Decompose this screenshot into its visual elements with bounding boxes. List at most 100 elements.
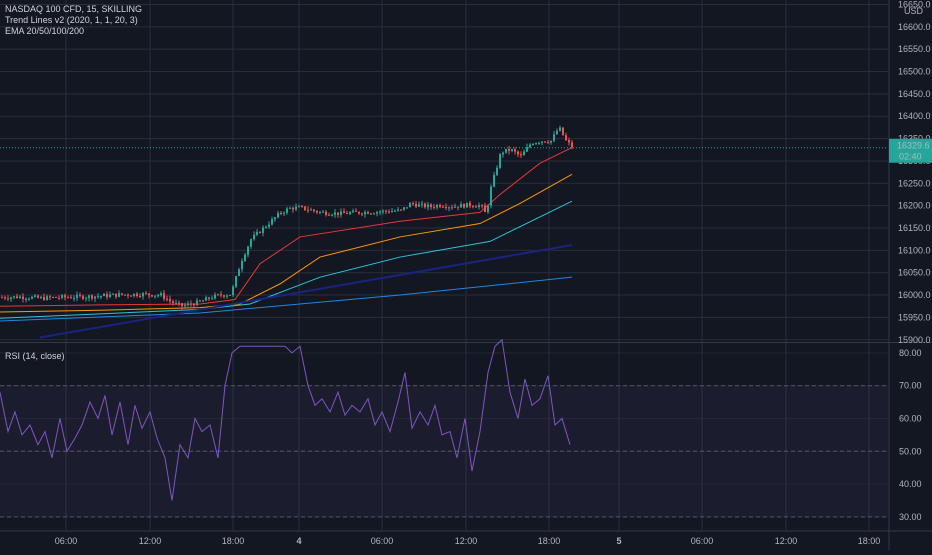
candle-body [562, 127, 564, 136]
candle-body [91, 295, 93, 299]
candle-body [127, 294, 129, 296]
candle-body [289, 207, 291, 209]
candle-body [13, 296, 15, 298]
candle-body [1, 297, 3, 299]
candle-body [388, 211, 390, 213]
candle-body [220, 294, 222, 296]
candle-body [442, 206, 444, 208]
time-tick-label: 4 [296, 536, 301, 546]
rsi-tick-label: 70.00 [899, 381, 922, 391]
legend-trend-lines[interactable]: Trend Lines v2 (2020, 1, 1, 20, 3) [5, 15, 138, 25]
candle-body [244, 254, 246, 261]
candle-body [436, 205, 438, 208]
candle-body [349, 212, 351, 215]
legend: NASDAQ 100 CFD, 15, SKILLING Trend Lines… [5, 4, 142, 37]
candle-body [253, 234, 255, 240]
series-line [0, 200, 573, 319]
candle-body [235, 276, 237, 287]
rsi-tick-label: 60.00 [899, 413, 922, 423]
candle-body [337, 212, 339, 215]
candle-body [325, 211, 327, 215]
candle-body [352, 210, 354, 213]
candle-body [487, 205, 489, 213]
time-tick-label: 18:00 [858, 536, 881, 546]
candle-body [331, 214, 333, 216]
candle-body [16, 296, 18, 299]
candle-body [85, 297, 87, 299]
candle-body [163, 293, 165, 299]
candle-body [205, 297, 207, 301]
candle-body [241, 260, 243, 270]
candle-body [310, 209, 312, 211]
candle-body [40, 296, 42, 298]
candle-body [301, 206, 303, 208]
candle-body [460, 203, 462, 208]
time-tick-label: 12:00 [139, 536, 162, 546]
candle-body [148, 293, 150, 296]
time-tick-label: 06:00 [55, 536, 78, 546]
rsi-legend[interactable]: RSI (14, close) [5, 351, 65, 361]
candle-body [94, 296, 96, 299]
candle-body [457, 206, 459, 208]
candle-body [178, 302, 180, 304]
legend-symbol[interactable]: NASDAQ 100 CFD, 15, SKILLING [5, 4, 143, 14]
candle-body [355, 210, 357, 212]
candle-body [259, 231, 261, 233]
candle-body [22, 296, 24, 299]
candle-body [76, 294, 78, 299]
candle-body [496, 167, 498, 175]
candle-body [328, 214, 330, 216]
candle-body [199, 300, 201, 302]
candle-body [193, 304, 195, 306]
candle-body [190, 303, 192, 305]
candle-body [70, 297, 72, 299]
candle-body [346, 213, 348, 215]
candle-body [19, 296, 21, 299]
legend-ema[interactable]: EMA 20/50/100/200 [5, 26, 85, 36]
candle-body [373, 213, 375, 215]
candle-body [424, 203, 426, 208]
candle-body [277, 212, 279, 218]
candle-body [565, 135, 567, 141]
candle-body [382, 210, 384, 212]
candle-body [214, 294, 216, 299]
candle-body [556, 130, 558, 135]
candle-body [46, 296, 48, 300]
candle-body [490, 186, 492, 206]
candle-body [406, 207, 408, 209]
candle-body [571, 142, 573, 148]
series-line [39, 244, 573, 339]
last-price-value: 16329.6 [897, 141, 930, 151]
candle-body [526, 147, 528, 152]
price-tick-label: 16650.0 [898, 0, 931, 9]
candle-body [43, 296, 45, 300]
candle-body [385, 210, 387, 212]
candle-body [172, 301, 174, 304]
time-tick-label: 5 [616, 536, 621, 546]
candle-body [418, 204, 420, 207]
candle-body [439, 205, 441, 207]
candle-body [121, 293, 123, 295]
candle-body [445, 206, 447, 208]
rsi-tick-label: 50.00 [899, 446, 922, 456]
candle-body [61, 295, 63, 298]
candle-body [568, 140, 570, 143]
price-tick-label: 16550.0 [898, 44, 931, 54]
candle-body [100, 296, 102, 298]
candle-body [322, 211, 324, 213]
candle-body [295, 206, 297, 210]
price-tick-label: 16100.0 [898, 245, 931, 255]
candle-body [472, 206, 474, 208]
candle-body [136, 293, 138, 297]
rsi-tick-label: 30.00 [899, 512, 922, 522]
price-tick-label: 16000.0 [898, 290, 931, 300]
price-tick-label: 16250.0 [898, 178, 931, 188]
candle-body [340, 211, 342, 215]
candle-body [157, 295, 159, 297]
candle-body [268, 224, 270, 227]
candle-body [307, 209, 309, 211]
price-tick-label: 16500.0 [898, 67, 931, 77]
candle-body [265, 226, 267, 228]
